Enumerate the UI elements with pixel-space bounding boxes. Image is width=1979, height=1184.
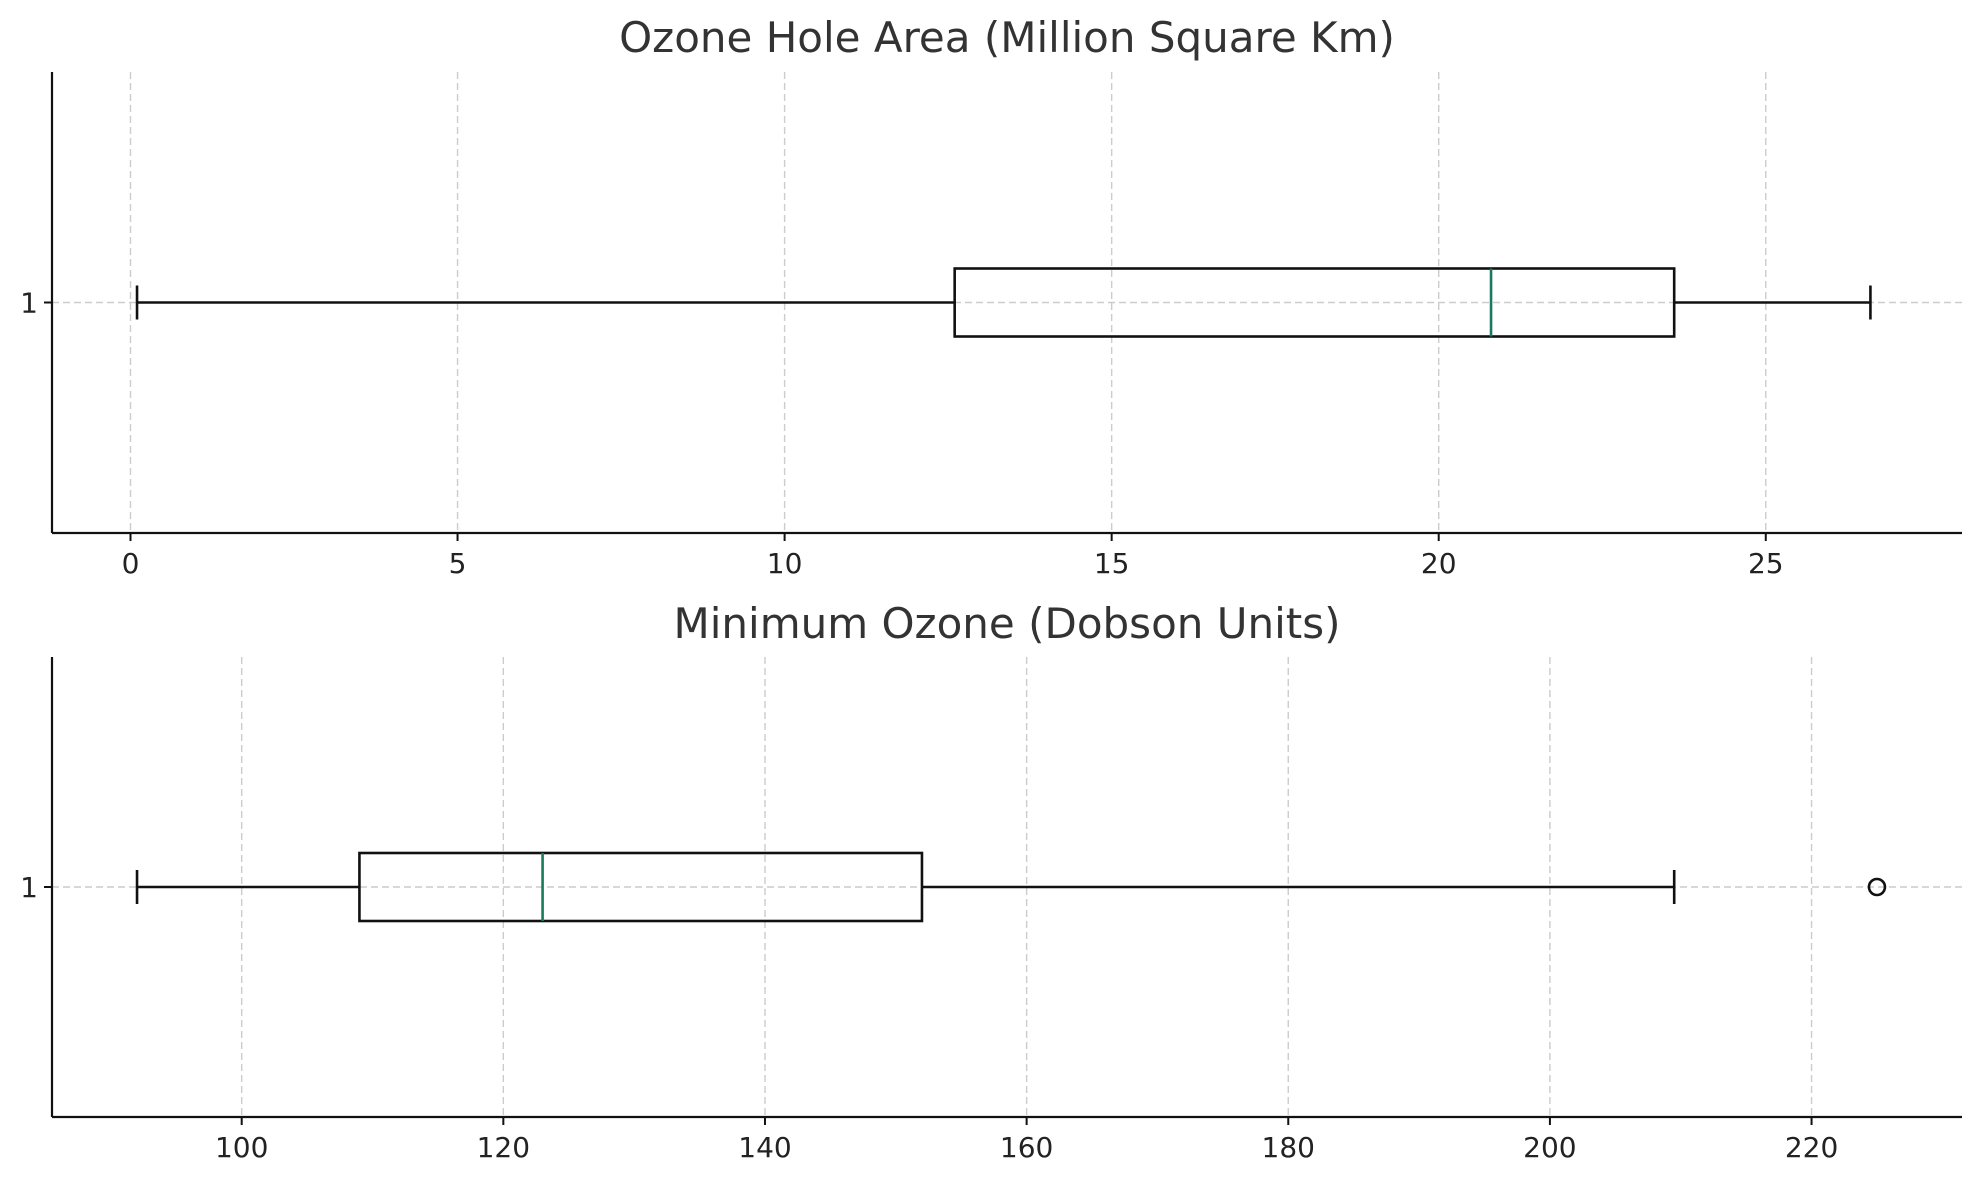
x-tick-label: 120: [477, 1131, 530, 1164]
x-tick-label: 0: [122, 547, 140, 580]
chart-panel-2: Minimum Ozone (Dobson Units) 100 120 140 160…: [20, 599, 1962, 1164]
x-tick-label: 200: [1523, 1131, 1576, 1164]
x-tick-label: 140: [738, 1131, 791, 1164]
x-tick-label: 20: [1421, 547, 1457, 580]
x-tick-label: 100: [215, 1131, 268, 1164]
x-tick-label: 10: [767, 547, 803, 580]
chart-panel-1: Ozone Hole Area (Million Square Km) 0 5 10 1…: [20, 13, 1962, 580]
x-tick-label: 5: [449, 547, 467, 580]
x-tick-label: 180: [1262, 1131, 1315, 1164]
iqr-box: [953, 267, 1676, 338]
x-tick-label: 25: [1748, 547, 1784, 580]
chart-title: Ozone Hole Area (Million Square Km): [619, 13, 1395, 62]
x-tick-label: 160: [1000, 1131, 1053, 1164]
chart-title: Minimum Ozone (Dobson Units): [674, 599, 1341, 648]
x-tick-label: 15: [1094, 547, 1130, 580]
y-tick-label: 1: [20, 871, 38, 904]
outlier-point: [1867, 877, 1887, 897]
y-tick-label: 1: [20, 287, 38, 320]
iqr-box: [358, 851, 924, 923]
x-tick-label: 220: [1785, 1131, 1838, 1164]
